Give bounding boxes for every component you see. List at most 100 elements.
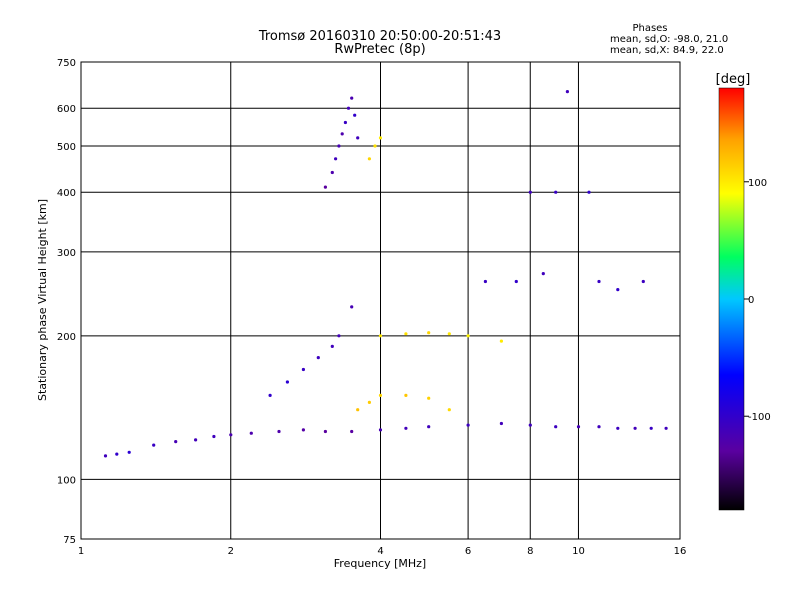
data-point — [340, 132, 344, 136]
data-point — [330, 344, 334, 348]
x-axis-label: Frequency [MHz] — [334, 557, 426, 570]
x-tick-label: 6 — [465, 546, 471, 557]
data-point — [597, 425, 601, 429]
data-point — [323, 185, 327, 189]
data-point — [337, 334, 341, 338]
data-point — [554, 425, 558, 429]
y-tick-label: 300 — [57, 248, 76, 259]
data-point — [404, 393, 408, 397]
data-point — [427, 396, 431, 400]
data-point — [316, 356, 320, 360]
data-point — [152, 443, 156, 447]
data-point — [466, 423, 470, 427]
data-point — [404, 332, 408, 336]
data-point — [330, 170, 334, 175]
data-point — [115, 452, 119, 456]
colorbar — [718, 87, 745, 511]
data-point — [301, 367, 305, 372]
data-point — [301, 428, 305, 432]
data-point — [499, 339, 503, 343]
data-point — [378, 428, 383, 432]
y-tick-label: 75 — [63, 535, 76, 546]
data-point — [576, 425, 581, 429]
data-point — [427, 331, 431, 335]
data-point — [229, 433, 233, 437]
data-point — [103, 454, 108, 458]
x-tick-label: 4 — [377, 546, 383, 557]
phases-o-stats: mean, sd,O: -98.0, 21.0 — [610, 34, 728, 45]
y-axis-label: Stationary phase Virtual Height [km] — [36, 199, 49, 401]
data-point — [587, 190, 591, 194]
data-point — [633, 426, 637, 430]
data-point — [483, 279, 487, 284]
data-point — [285, 380, 289, 384]
data-point — [378, 334, 383, 338]
data-point — [353, 113, 357, 117]
data-point — [664, 426, 668, 430]
data-point — [616, 426, 620, 430]
data-point — [212, 434, 216, 439]
data-point — [514, 279, 518, 284]
data-point — [249, 431, 253, 435]
data-point — [541, 272, 545, 276]
colorbar-label: [deg] — [716, 72, 751, 87]
data-point — [404, 426, 408, 430]
colorbar-tick-label: 100 — [748, 178, 767, 189]
x-tick-label: 16 — [674, 546, 687, 557]
y-axis-ticks: 75 100 200 300 400 500 600 750 — [57, 58, 76, 546]
colorbar-ticks: 100 0 -100 — [744, 178, 771, 423]
y-tick-label: 100 — [57, 475, 76, 486]
x-tick-label: 1 — [78, 546, 84, 557]
chart-subtitle: RwPretec (8p) — [334, 42, 425, 57]
data-point — [356, 136, 360, 140]
data-point — [373, 144, 377, 148]
data-point — [367, 157, 371, 161]
plot-frame — [80, 61, 681, 540]
data-point — [528, 423, 532, 427]
colorbar-tick-label: 0 — [748, 295, 754, 306]
data-point — [367, 400, 371, 404]
phases-heading: Phases — [632, 23, 667, 34]
data-point — [350, 96, 354, 100]
data-point — [127, 450, 131, 454]
data-point — [356, 408, 360, 412]
x-tick-label: 8 — [527, 546, 533, 557]
y-tick-label: 500 — [57, 142, 76, 153]
data-point — [597, 279, 601, 284]
data-point — [350, 429, 354, 434]
data-point — [528, 190, 532, 194]
data-point — [565, 90, 570, 94]
phases-x-stats: mean, sd,X: 84.9, 22.0 — [610, 45, 724, 56]
chart-title: Tromsø 20160310 20:50:00-20:51:43 — [258, 29, 501, 44]
y-tick-label: 750 — [57, 58, 76, 69]
x-tick-label: 10 — [572, 546, 585, 557]
data-point — [194, 438, 198, 442]
data-point — [616, 288, 620, 292]
y-tick-label: 600 — [57, 104, 76, 115]
data-point — [378, 136, 383, 140]
data-point — [174, 440, 178, 444]
data-point — [268, 393, 272, 397]
data-point — [641, 279, 645, 284]
data-point — [649, 426, 653, 430]
data-point — [466, 334, 470, 338]
data-point — [334, 157, 338, 161]
data-points — [103, 90, 668, 458]
data-point — [447, 332, 451, 336]
data-point — [350, 305, 354, 309]
data-point — [554, 190, 558, 194]
data-point — [378, 393, 383, 397]
data-point — [343, 120, 347, 125]
x-tick-label: 2 — [228, 546, 234, 557]
data-point — [323, 429, 327, 434]
data-point — [277, 429, 281, 434]
data-point — [346, 106, 351, 110]
x-axis-ticks: 1 2 4 6 8 10 16 — [78, 546, 687, 557]
colorbar-tick-label: -100 — [748, 412, 771, 423]
data-point — [337, 144, 341, 148]
grid — [81, 62, 680, 539]
data-point — [447, 408, 451, 412]
data-point — [499, 421, 503, 426]
